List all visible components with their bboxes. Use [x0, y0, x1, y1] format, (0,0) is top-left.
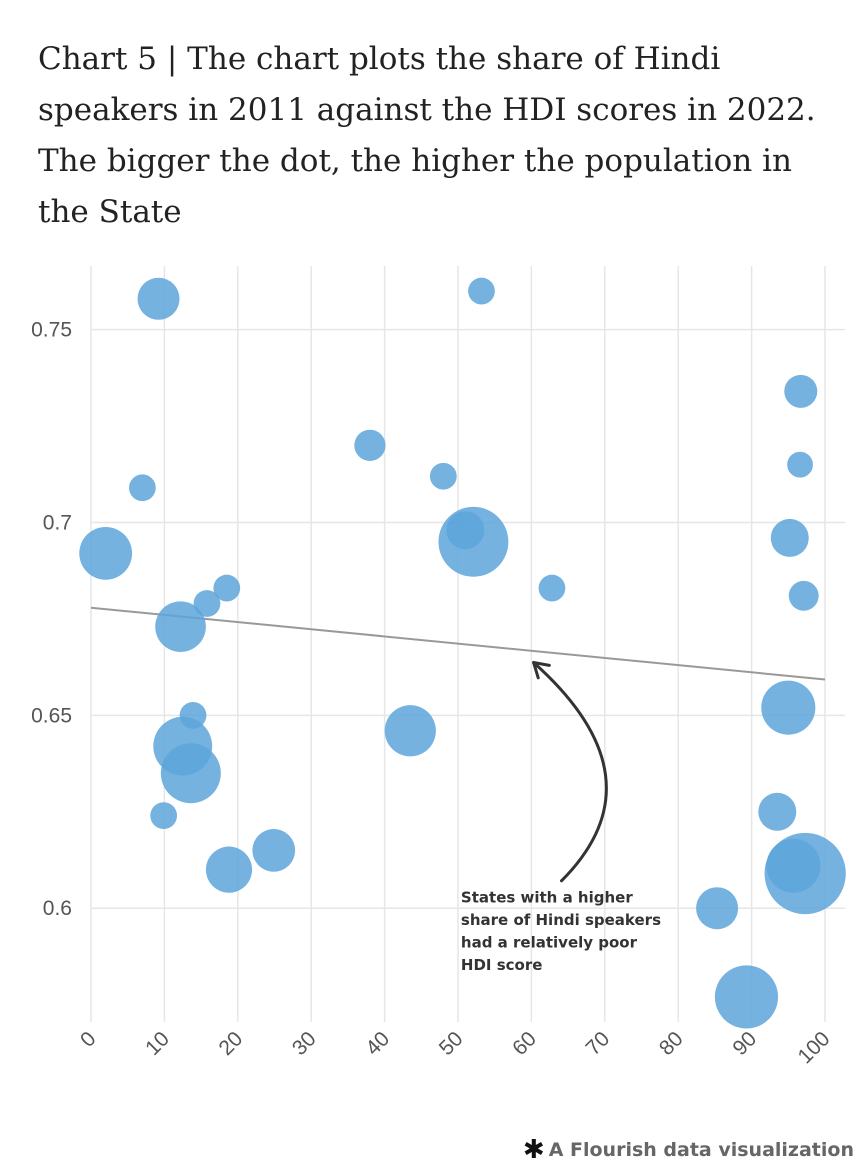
annotation-text: had a relatively poor [461, 933, 638, 951]
data-point [213, 574, 241, 602]
y-tick-label: 0.65 [31, 704, 72, 727]
x-tick-label: 30 [288, 1027, 321, 1060]
annotation-arrow [532, 661, 608, 883]
data-point [429, 462, 457, 490]
data-point [384, 705, 436, 757]
data-points [79, 277, 846, 1029]
y-axis-ticks: 0.6 0.65 0.7 0.75 [31, 319, 72, 921]
x-tick-label: 50 [435, 1027, 468, 1060]
data-point [784, 374, 818, 408]
x-tick-label: 40 [361, 1027, 394, 1060]
data-point [696, 887, 739, 930]
x-tick-label: 80 [655, 1027, 688, 1060]
x-tick-label: 70 [582, 1027, 615, 1060]
y-tick-label: 0.6 [43, 897, 72, 920]
y-tick-label: 0.7 [43, 512, 72, 535]
x-tick-label: 90 [728, 1027, 761, 1060]
chart-title: Chart 5 | The chart plots the share of H… [38, 41, 816, 230]
annotation-text: HDI score [461, 956, 543, 974]
data-point [205, 846, 253, 893]
annotation-group: States with a higher share of Hindi speak… [461, 661, 661, 974]
annotation-text: States with a higher [461, 888, 633, 906]
data-point [438, 506, 509, 577]
y-tick-label: 0.75 [31, 319, 72, 342]
data-point [758, 792, 797, 831]
data-point [766, 838, 821, 893]
flourish-credit[interactable]: ✱ A Flourish data visualization [523, 1137, 854, 1163]
data-point [787, 451, 813, 478]
data-point [155, 601, 206, 652]
x-axis-ticks: 0 10 20 30 40 50 60 70 80 90 100 [76, 1027, 835, 1068]
annotation-arrowhead [532, 661, 551, 680]
data-point [79, 526, 133, 580]
data-point [468, 277, 495, 305]
trend-line [90, 606, 826, 681]
x-tick-label: 0 [76, 1027, 101, 1052]
scatter-chart: States with a higher share of Hindi speak… [31, 266, 846, 1068]
data-point [354, 429, 386, 461]
x-tick-label: 100 [793, 1027, 834, 1068]
data-point [788, 580, 819, 611]
data-point [770, 518, 809, 557]
data-point [160, 743, 221, 804]
credit-text: A Flourish data visualization [548, 1139, 854, 1161]
data-point [128, 474, 156, 502]
x-tick-label: 60 [508, 1027, 541, 1060]
flourish-star-icon: ✱ [522, 1135, 545, 1165]
data-point [761, 680, 816, 735]
x-tick-label: 20 [215, 1027, 248, 1060]
x-tick-label: 10 [141, 1027, 174, 1060]
trend-line-group [90, 606, 826, 681]
data-point [714, 965, 779, 1029]
data-point [538, 574, 566, 602]
data-point [193, 590, 221, 617]
annotation-text: share of Hindi speakers [461, 911, 661, 929]
data-point [150, 802, 178, 830]
data-point [252, 828, 296, 872]
data-point [137, 277, 180, 320]
